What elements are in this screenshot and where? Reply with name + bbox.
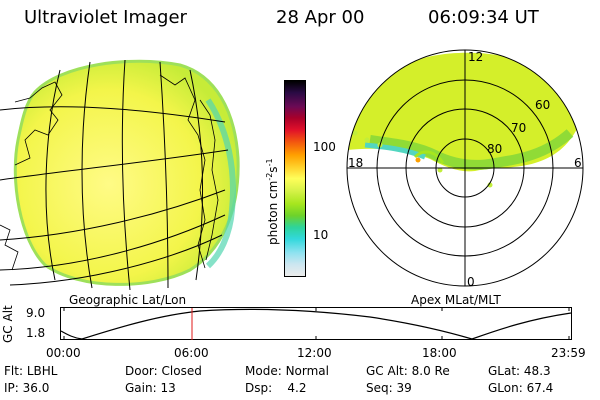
geographic-image-panel [0,59,240,291]
mlt-label-6: 6 [574,156,582,170]
colorbar-tick-10: 10 [313,228,329,242]
mlat-label-80: 80 [487,142,502,156]
info-mode: Mode: Normal [245,364,329,378]
info-ip: IP: 36.0 [4,381,50,395]
orbit-xtick-0600: 06:00 [174,346,209,360]
info-glon: GLon: 67.4 [488,381,554,395]
colorbar-unit-label: photon cm-2s-1 [265,158,280,245]
orbit-ylabel: GC Alt [1,305,15,343]
apex-label: Apex MLat/MLT [411,293,501,307]
info-glat: GLat: 48.3 [488,364,551,378]
orbit-xtick-1200: 12:00 [297,346,332,360]
orbit-xtick-1800: 18:00 [422,346,457,360]
info-dsp: Dsp: 4.2 [245,381,307,395]
orbit-altitude-plot [60,307,572,340]
time-label: 06:09:34 UT [428,7,539,28]
mlat-label-70: 70 [511,121,526,135]
orbit-ytick-low: 1.8 [26,326,46,340]
orbit-ytick-high: 9.0 [26,306,46,320]
info-gc-alt: GC Alt: 8.0 Re [366,364,450,378]
coastline-overlay [0,74,219,271]
mlt-label-0: 0 [467,275,475,289]
apex-polar-panel: 12 18 6 0 60 70 80 [346,49,584,289]
instrument-title: Ultraviolet Imager [24,7,187,28]
mlt-label-18: 18 [348,156,363,170]
orbit-xtick-2359: 23:59 [551,346,586,360]
info-seq: Seq: 39 [366,381,412,395]
info-gain: Gain: 13 [125,381,176,395]
colorbar-tick-100: 100 [313,140,336,154]
orbit-altitude-curve [60,308,572,340]
date-label: 28 Apr 00 [276,7,365,28]
info-flt: Flt: LBHL [4,364,58,378]
info-door: Door: Closed [125,364,202,378]
orbit-xtick-0000: 00:00 [46,346,81,360]
geographic-label: Geographic Lat/Lon [69,293,187,307]
mlat-label-60: 60 [535,98,550,112]
colorbar [284,80,306,277]
bright-spot [415,157,421,163]
mlt-label-12: 12 [468,50,483,64]
